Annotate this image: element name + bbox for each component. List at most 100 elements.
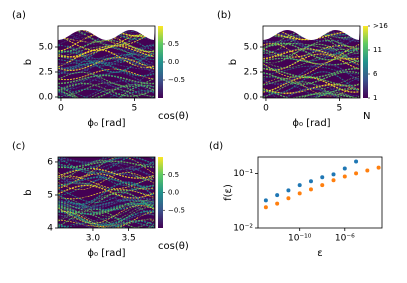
heatmap-texture	[263, 58, 360, 78]
y-tick-label: 6	[47, 157, 53, 167]
point	[342, 174, 347, 179]
colorbar-tick-label: 0.5	[168, 40, 179, 48]
heatmap-texture	[58, 26, 155, 45]
heatmap-texture	[58, 176, 155, 188]
y-tick-label: 10⁻¹	[233, 169, 253, 179]
x-tick-label: 10⁻¹⁰	[288, 234, 312, 244]
colorbar	[158, 26, 163, 98]
point	[297, 191, 302, 196]
y-tick-label: 0.0	[39, 93, 54, 103]
heatmap-texture	[58, 45, 155, 64]
x-tick-label: 3.5	[121, 234, 135, 244]
y-tick-label: 0.0	[244, 93, 259, 103]
heatmap-texture	[89, 88, 141, 98]
x-tick-label: 5	[132, 104, 138, 114]
point	[308, 187, 313, 192]
x-axis-label: ϕ₀ [rad]	[87, 118, 125, 129]
heatmap-texture	[58, 217, 155, 227]
axes-frame	[257, 156, 383, 229]
point	[297, 183, 302, 188]
heatmap-texture	[58, 199, 155, 210]
x-tick-label: 3.0	[86, 234, 101, 244]
colorbar-tick-label: 1	[373, 94, 377, 102]
point	[376, 165, 381, 170]
heatmap-texture	[263, 57, 360, 66]
heatmap-texture	[58, 66, 155, 78]
point	[342, 166, 347, 171]
axes-frame	[57, 156, 156, 229]
heatmap-texture	[58, 90, 155, 98]
heatmap-texture	[58, 196, 155, 208]
heatmap	[58, 26, 155, 98]
heatmap-texture	[263, 65, 359, 75]
heatmap-texture	[263, 69, 360, 77]
y-tick-label: 4	[47, 224, 53, 234]
point	[354, 171, 359, 176]
heatmap-texture	[58, 34, 155, 52]
point	[263, 198, 268, 203]
heatmap-texture	[263, 88, 360, 98]
axes-frame	[57, 25, 156, 99]
heatmap-texture	[58, 82, 155, 97]
colorbar-tick-label: >16	[373, 22, 388, 30]
heatmap-texture	[58, 182, 155, 199]
heatmap-texture	[263, 62, 360, 85]
heatmap-texture	[58, 167, 155, 179]
x-tick-label: 0	[263, 104, 269, 114]
point	[263, 205, 268, 210]
point	[365, 168, 370, 173]
y-axis-label: f(ε)	[223, 184, 234, 201]
heatmap-texture	[58, 157, 155, 179]
point	[275, 193, 280, 198]
heatmap-texture	[58, 61, 155, 77]
heatmap-texture	[58, 160, 155, 169]
point	[320, 183, 325, 188]
heatmap	[58, 157, 155, 228]
colorbar-tick-label: 0.0	[168, 189, 179, 197]
axes-frame	[262, 25, 361, 99]
heatmap-texture	[58, 85, 155, 98]
y-axis-label: b	[228, 59, 239, 65]
heatmap-texture	[263, 59, 360, 77]
heatmap-texture	[58, 206, 155, 228]
colorbar-tick-label: 0.5	[168, 171, 179, 179]
heatmap-texture	[58, 45, 155, 58]
colorbar-tick-label: −0.5	[168, 76, 185, 84]
heatmap-texture	[58, 167, 155, 185]
heatmap-texture	[58, 73, 155, 92]
colorbar	[158, 157, 163, 228]
heatmap-texture	[58, 219, 155, 227]
point	[320, 175, 325, 180]
heatmap-texture	[263, 85, 360, 98]
heatmap-texture	[263, 71, 360, 95]
heatmap-texture	[263, 75, 360, 90]
panel-label: (a)	[12, 10, 26, 21]
y-axis-label: b	[23, 59, 34, 65]
heatmap-texture	[263, 73, 359, 81]
heatmap-texture	[58, 65, 155, 89]
heatmap-texture	[58, 50, 155, 73]
heatmap-texture	[263, 43, 360, 65]
y-tick-label: 2.5	[244, 68, 258, 78]
heatmap-texture	[58, 57, 155, 72]
heatmap-texture	[58, 200, 155, 213]
x-tick-label: 10⁻⁶	[335, 234, 355, 244]
heatmap-texture	[263, 77, 360, 97]
heatmap-texture	[58, 213, 155, 228]
mask	[263, 26, 360, 40]
y-axis-label: b	[23, 189, 34, 195]
heatmap-texture	[58, 32, 155, 49]
heatmap-texture	[263, 48, 360, 60]
point	[275, 201, 280, 206]
heatmap-texture	[58, 191, 155, 214]
heatmap-texture	[263, 76, 360, 93]
heatmap-texture	[60, 84, 123, 98]
colorbar-tick-label: 0.0	[168, 58, 179, 66]
heatmap-texture	[283, 87, 340, 98]
heatmap-texture	[58, 57, 155, 75]
panel-label: (c)	[12, 141, 25, 152]
heatmap-texture	[263, 43, 360, 64]
point	[286, 188, 291, 193]
heatmap-texture	[58, 212, 155, 227]
